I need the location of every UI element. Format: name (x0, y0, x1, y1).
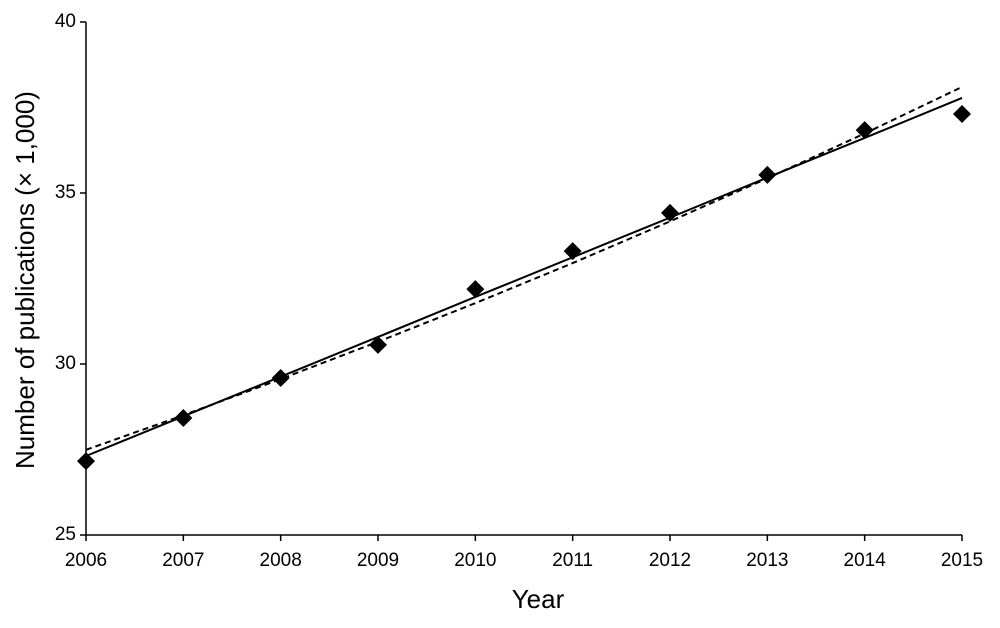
data-point (563, 242, 582, 261)
data-point (758, 165, 777, 184)
y-tick-label: 35 (55, 182, 76, 203)
x-tick-label: 2011 (552, 550, 593, 571)
data-point (855, 121, 874, 140)
data-point (271, 369, 290, 388)
x-tick-label: 2009 (357, 550, 399, 571)
x-tick-label: 2006 (65, 550, 107, 571)
x-tick-label: 2013 (746, 550, 788, 571)
data-point (466, 280, 485, 299)
trend-line (85, 96, 963, 457)
x-tick-label: 2010 (454, 550, 496, 571)
data-point (953, 104, 971, 123)
y-tick-label: 40 (55, 11, 76, 32)
y-tick-label: 25 (55, 524, 76, 545)
y-axis-label: Number of publications (× 1,000) (10, 91, 40, 469)
x-tick-label: 2007 (162, 550, 204, 571)
trend-line-dashed (85, 86, 963, 451)
data-point (661, 203, 679, 222)
x-axis-label: Year (512, 584, 565, 614)
x-tick-label: 2012 (649, 550, 691, 571)
x-tick-label: 2014 (844, 550, 887, 571)
data-point (369, 335, 387, 354)
x-tick-label: 2015 (941, 550, 983, 571)
y-tick-label: 30 (55, 353, 76, 374)
x-tick-label: 2008 (260, 550, 302, 571)
data-point (77, 452, 95, 471)
data-point (174, 409, 193, 428)
